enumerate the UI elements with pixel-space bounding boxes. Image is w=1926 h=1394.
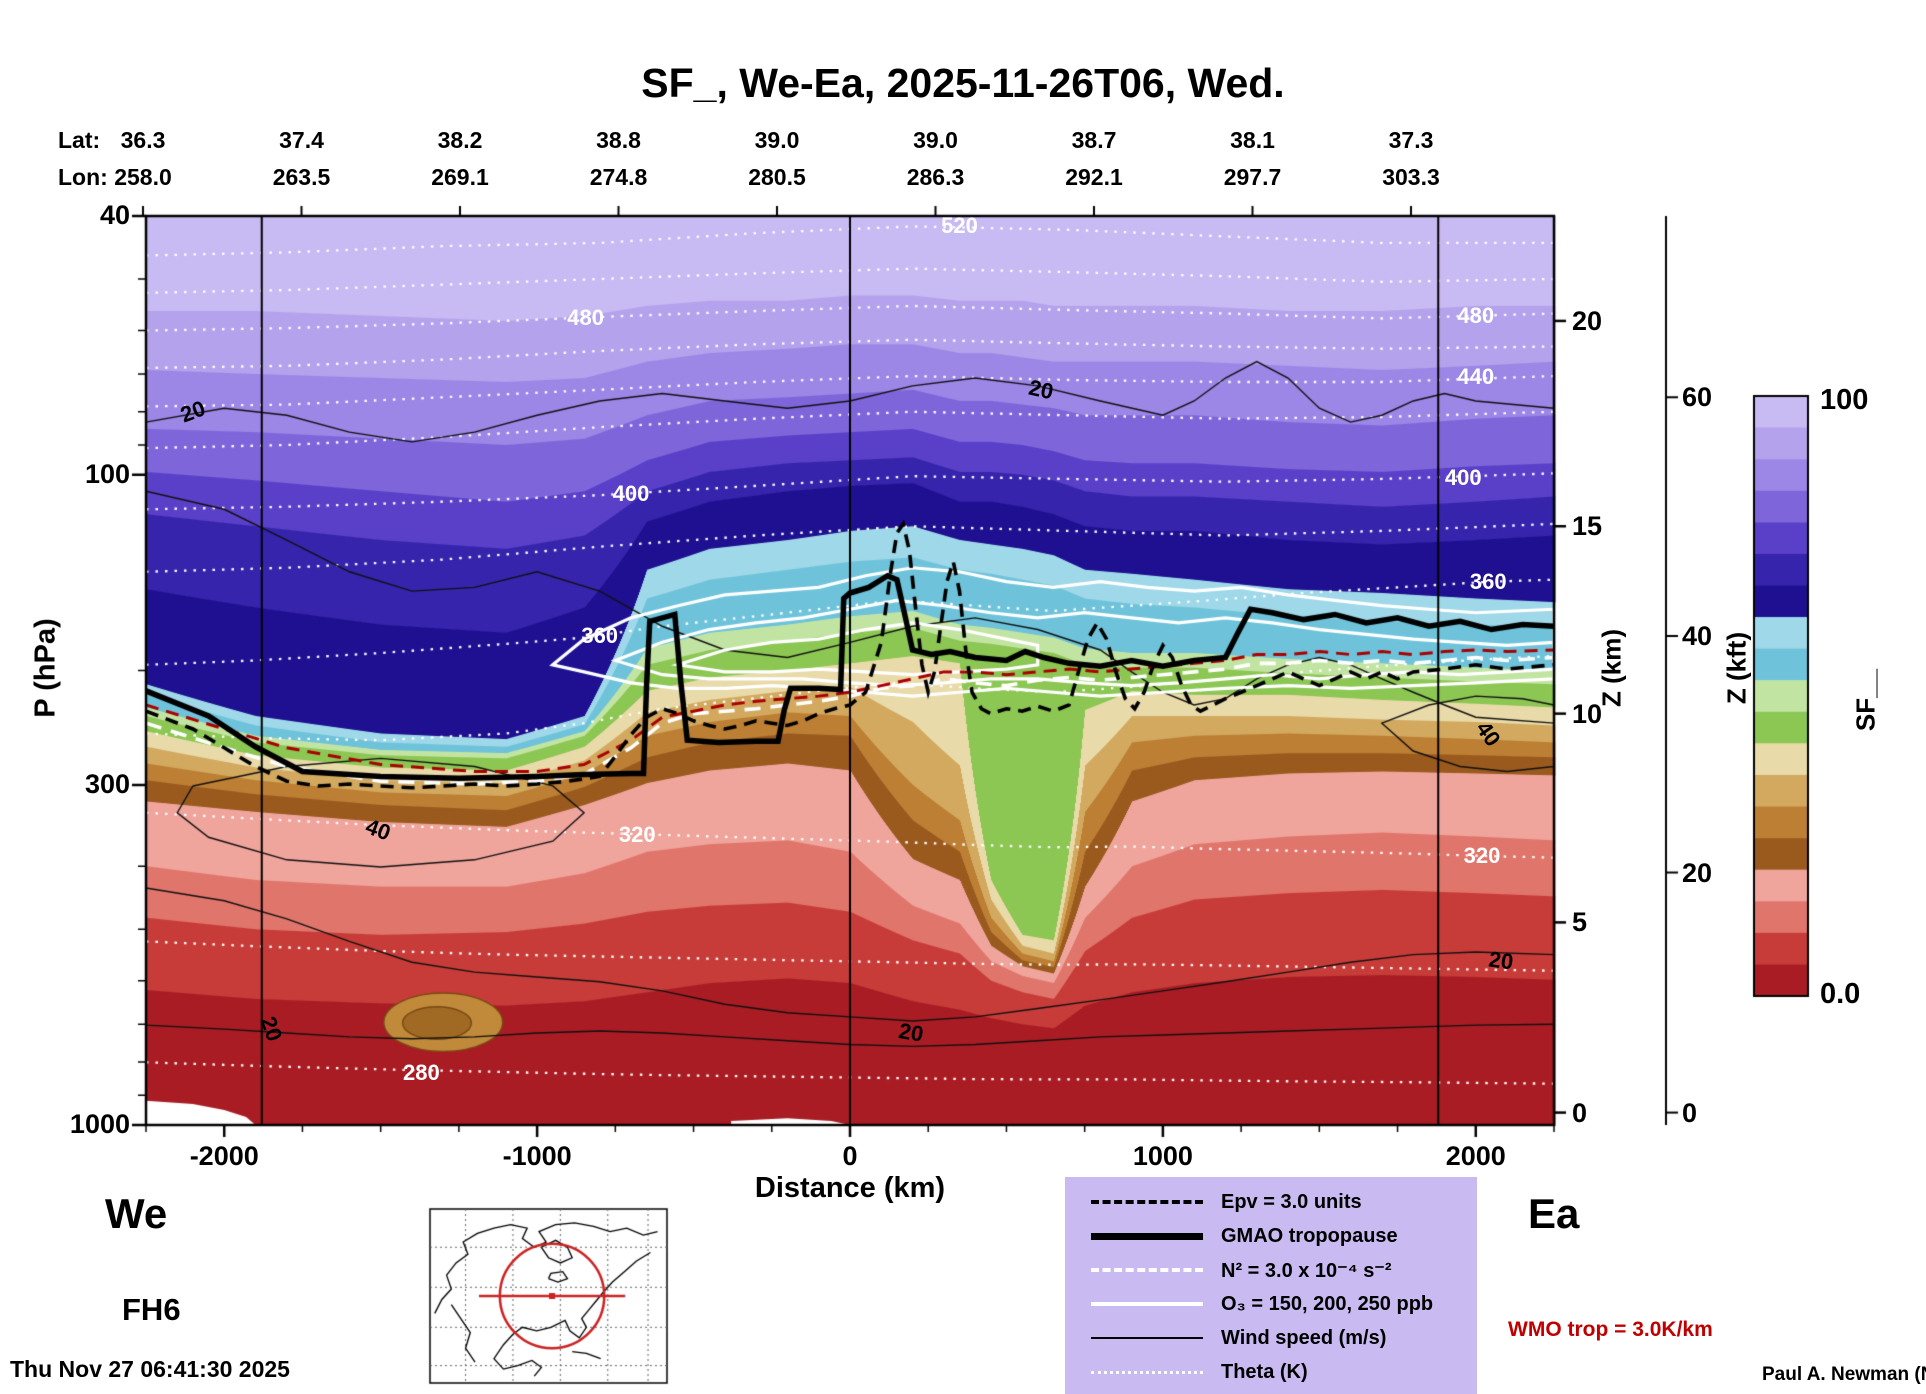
lon-value: 292.1 [1065, 164, 1123, 190]
legend-item-label: Epv = 3.0 units [1221, 1190, 1362, 1213]
lat-value: 37.4 [279, 127, 324, 153]
lon-value: 297.7 [1223, 164, 1282, 190]
legend-line-sample-white-dashed-thick [1091, 1268, 1203, 1272]
contour-label: 20 [896, 1018, 926, 1047]
legend-item: Epv = 3.0 units [1065, 1185, 1477, 1219]
legend-item: GMAO tropopause [1065, 1219, 1477, 1253]
legend: Epv = 3.0 units GMAO tropopause N² = 3.0 x… [1065, 1177, 1477, 1394]
pressure-tick-label: 1000 [69, 1109, 130, 1139]
contour-label: 320 [618, 821, 656, 847]
legend-item-label: N² = 3.0 x 10⁻⁴ s⁻² [1221, 1259, 1392, 1282]
contour-label: 480 [1457, 303, 1495, 329]
zkm-tick-label: 5 [1572, 907, 1588, 938]
colorbar-title: SF__ [1850, 668, 1881, 732]
legend-item-label: GMAO tropopause [1221, 1224, 1398, 1247]
legend-item: Wind speed (m/s) [1065, 1321, 1477, 1355]
legend-item-label: O₃ = 150, 200, 250 ppb [1221, 1292, 1434, 1315]
legend-item: N² = 3.0 x 10⁻⁴ s⁻² [1065, 1253, 1477, 1287]
lat-value: 38.7 [1071, 127, 1117, 153]
pressure-tick-label: 300 [84, 769, 130, 799]
contour-label: 20 [1487, 946, 1515, 975]
legend-line-sample-black-dashed-thick [1091, 1200, 1203, 1204]
lat-value: 38.8 [596, 127, 641, 153]
lat-value: 39.0 [754, 127, 800, 153]
pressure-tick-label: 40 [99, 200, 130, 230]
zkft-tick-label: 60 [1682, 382, 1713, 413]
legend-line-sample-white-dotted [1091, 1370, 1203, 1374]
legend-line-sample-white-solid [1091, 1302, 1203, 1306]
lon-value: 303.3 [1382, 164, 1440, 190]
colorbar-min-label: 0.0 [1820, 978, 1861, 1010]
legend-line-sample-black-thin [1091, 1337, 1203, 1339]
lat-value: 36.3 [120, 127, 166, 153]
contour-label: 400 [1444, 464, 1482, 490]
lon-value: 258.0 [114, 164, 172, 190]
contour-label: 400 [612, 480, 650, 506]
lat-axis-label: Lat: [58, 127, 101, 153]
east-endpoint-label: Ea [1528, 1190, 1580, 1237]
forecast-hour-label: FH6 [122, 1292, 181, 1327]
lat-value: 38.2 [437, 127, 483, 153]
contour-label: 280 [402, 1060, 440, 1086]
lon-value: 274.8 [589, 164, 648, 190]
lon-axis-label: Lon: [58, 164, 108, 190]
wmo-trop-note: WMO trop = 3.0K/km [1508, 1318, 1713, 1341]
distance-tick-label: -1000 [502, 1141, 572, 1171]
contour-label: 320 [1463, 843, 1501, 869]
pressure-axis-title: P (hPa) [29, 618, 62, 718]
lon-value: 269.1 [431, 164, 489, 190]
lon-value: 263.5 [272, 164, 331, 190]
west-endpoint-label: We [105, 1190, 168, 1237]
distance-tick-label: -2000 [189, 1141, 259, 1171]
legend-item: Theta (K) [1065, 1355, 1477, 1389]
zkm-tick-label: 10 [1572, 698, 1603, 729]
contour-label: 480 [567, 304, 604, 330]
zkft-tick-label: 0 [1682, 1097, 1698, 1128]
legend-item: O₃ = 150, 200, 250 ppb [1065, 1287, 1477, 1321]
contour-label: 440 [1457, 364, 1495, 390]
legend-item-label: Theta (K) [1221, 1360, 1308, 1383]
distance-tick-label: 2000 [1445, 1141, 1506, 1171]
zkft-tick-label: 20 [1682, 857, 1713, 888]
lon-value: 280.5 [748, 164, 806, 190]
contour-label: 360 [1469, 568, 1507, 594]
lat-value: 38.1 [1230, 127, 1275, 153]
zkm-tick-label: 20 [1572, 305, 1603, 336]
distance-tick-label: 1000 [1132, 1141, 1193, 1171]
lat-value: 37.3 [1388, 127, 1434, 153]
lat-value: 39.0 [913, 127, 958, 153]
zkft-tick-label: 40 [1682, 621, 1713, 651]
altitude-km-axis-title: Z (km) [1596, 629, 1627, 707]
pressure-tick-label: 100 [84, 458, 130, 489]
zkm-tick-label: 15 [1572, 511, 1603, 542]
colorbar-max-label: 100 [1820, 384, 1869, 416]
distance-tick-label: 0 [842, 1141, 858, 1171]
zkm-tick-label: 0 [1572, 1097, 1588, 1128]
contour-label: 360 [581, 623, 619, 648]
legend-line-sample-black-solid-thick [1091, 1232, 1203, 1240]
contour-label: 520 [941, 213, 978, 239]
contour-label: 20 [1026, 374, 1056, 405]
distance-axis-title: Distance (km) [754, 1172, 946, 1204]
credit: Paul A. Newman (NASA [1762, 1364, 1926, 1385]
altitude-kft-axis-title: Z (kft) [1721, 631, 1752, 705]
legend-item-label: Wind speed (m/s) [1221, 1326, 1387, 1349]
timestamp: Thu Nov 27 06:41:30 2025 [10, 1356, 290, 1382]
plot-title: SF_, We-Ea, 2025-11-26T06, Wed. [641, 60, 1285, 106]
lon-value: 286.3 [906, 164, 965, 190]
